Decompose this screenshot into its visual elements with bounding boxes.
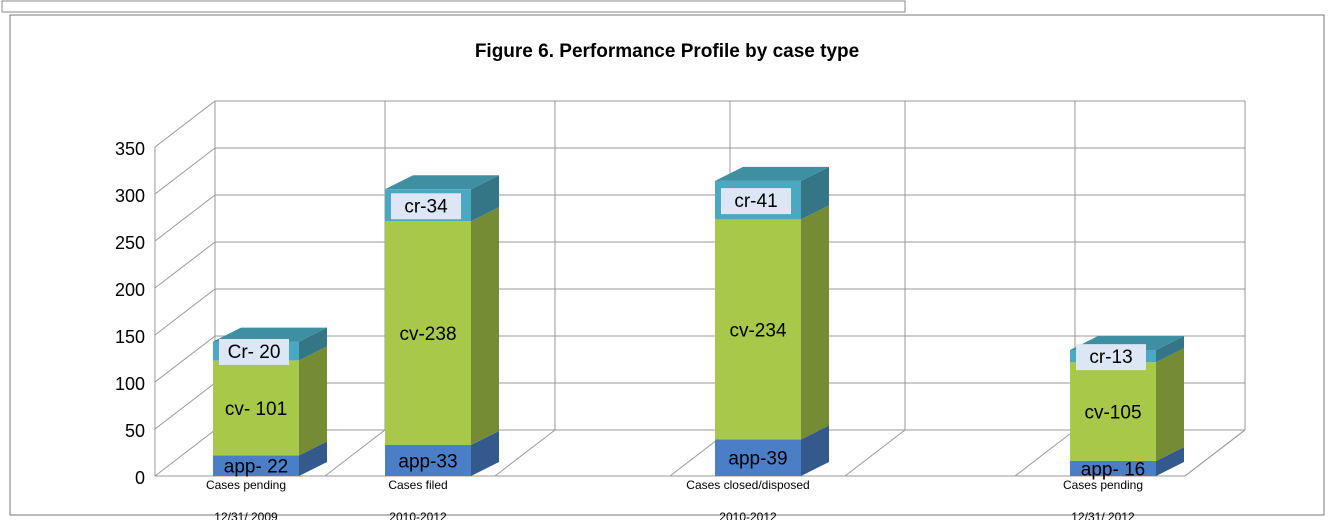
bar-side (471, 175, 499, 222)
bar-segment (715, 439, 801, 476)
value-label: app-33 (398, 452, 457, 473)
bar-segment (213, 455, 299, 476)
label-box (721, 188, 791, 215)
bar-segment (385, 444, 471, 476)
x-tick-label: Cases pending (206, 478, 286, 492)
bar-side (299, 346, 327, 456)
floor-line (1184, 429, 1246, 477)
label-box (219, 338, 289, 365)
bar-side (471, 430, 499, 476)
value-label: Cr- 20 (228, 342, 281, 363)
y-tick-label: 200 (115, 280, 145, 300)
floor-line (494, 429, 556, 477)
bar-top (715, 166, 829, 181)
x-tick-label: Cases closed/disposed (686, 478, 809, 492)
y-tick-label: 300 (115, 186, 145, 206)
label-box (1076, 344, 1146, 371)
x-tick-label: Cases filed (388, 478, 447, 492)
value-label: cv-105 (1084, 403, 1141, 424)
y-tick-label: 350 (115, 139, 145, 159)
value-label: app- 16 (1081, 459, 1145, 480)
x-tick-label: 2010-2012 (389, 510, 447, 520)
value-label: app- 22 (224, 457, 288, 478)
value-label: cv-238 (399, 324, 456, 345)
bar-side (1156, 348, 1184, 461)
value-label: cr-13 (1089, 347, 1132, 368)
x-tick-label: 2010-2012 (719, 510, 777, 520)
bar-segment (213, 360, 299, 456)
y-tick-label: 0 (135, 468, 145, 488)
bar-side (471, 207, 499, 445)
x-tick-label: 12/31/ 2012 (1071, 510, 1135, 520)
bar-top (385, 175, 499, 190)
y-tick-label: 150 (115, 327, 145, 347)
x-tick-label: Cases pending (1063, 478, 1143, 492)
bar-segment (1070, 460, 1156, 476)
bar-top (213, 327, 327, 342)
bar-side (1156, 446, 1184, 476)
bar-side (299, 327, 327, 361)
bar-segment (385, 221, 471, 445)
bar-side (801, 166, 829, 220)
bar-segment (715, 219, 801, 440)
bar-segment (1070, 362, 1156, 461)
bar-side (299, 441, 327, 476)
floor-line (324, 429, 386, 477)
y-tick-label: 50 (125, 421, 145, 441)
value-label: cr-41 (734, 191, 777, 212)
bar-side (1156, 336, 1184, 363)
value-label: app-39 (728, 449, 787, 470)
value-label: cr-34 (404, 196, 448, 217)
floor-line (1014, 429, 1076, 477)
value-label: cv- 101 (225, 399, 287, 420)
floor-line (844, 429, 906, 477)
y-tick-label: 250 (115, 233, 145, 253)
value-label: cv-234 (729, 320, 786, 341)
y-tick-label: 100 (115, 374, 145, 394)
chart-title: Figure 6. Performance Profile by case ty… (475, 41, 859, 62)
bar-side (801, 205, 829, 440)
x-tick-label: 12/31/ 2009 (214, 510, 278, 520)
bar-side (801, 425, 829, 476)
top-box (1, 0, 906, 13)
label-box (391, 193, 461, 220)
